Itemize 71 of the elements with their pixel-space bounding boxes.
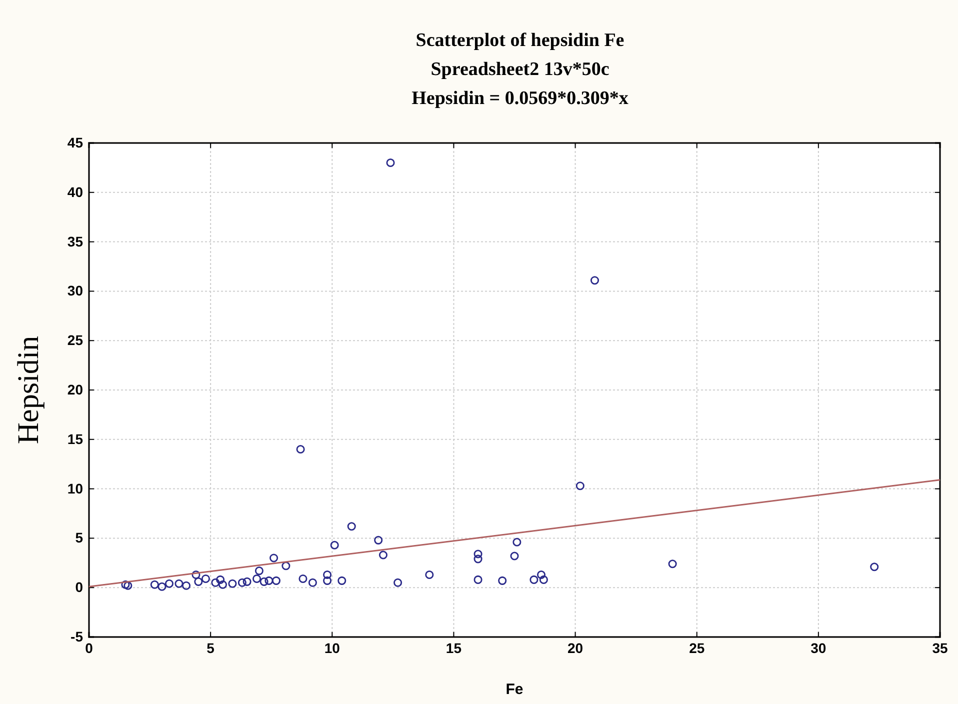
chart-title: Scatterplot of hepsidin Fe Spreadsheet2 13v*50c Hepsidin = 0.0569*0.309*x [412, 30, 629, 109]
point [512, 538, 522, 546]
x-tick-label: 15 [446, 640, 462, 656]
x-tick-label: 0 [85, 640, 94, 656]
y-tick-label: -5 [70, 628, 84, 644]
point [338, 576, 346, 585]
point [242, 577, 252, 586]
y-axis-title: Hepsidin [12, 336, 45, 444]
point [668, 560, 677, 568]
x-tick-label: 30 [810, 640, 826, 656]
point [260, 577, 268, 586]
point [510, 552, 519, 560]
point [254, 566, 264, 576]
point [272, 576, 280, 585]
point [296, 445, 305, 454]
point [211, 578, 220, 587]
point [216, 575, 225, 584]
y-tick-label: 15 [67, 430, 84, 447]
point [238, 578, 246, 587]
x-tick-label: 10 [324, 640, 340, 656]
point [323, 576, 332, 585]
point [590, 276, 600, 285]
point [298, 574, 308, 583]
point [228, 579, 237, 588]
point [308, 578, 317, 587]
point [870, 562, 879, 572]
y-tick-label: 10 [67, 480, 84, 496]
point [121, 580, 130, 589]
point [425, 570, 434, 580]
point [150, 580, 159, 589]
point [282, 562, 290, 570]
y-tick-label: 40 [67, 184, 84, 200]
point [323, 570, 332, 580]
point [201, 574, 210, 583]
point [182, 581, 191, 590]
point [474, 575, 482, 584]
x-tick-label: 35 [932, 640, 948, 656]
point [576, 482, 584, 490]
y-tick-label: 35 [67, 233, 84, 250]
point [536, 570, 546, 580]
x-axis-title: Fe [506, 681, 524, 698]
point [270, 554, 278, 562]
point [158, 582, 166, 591]
point [194, 577, 203, 586]
y-tick-label: 30 [67, 282, 84, 299]
point [474, 550, 482, 558]
point [174, 579, 184, 588]
point [374, 536, 383, 544]
point [124, 581, 132, 590]
point [498, 576, 507, 585]
point [539, 575, 548, 584]
point [386, 158, 395, 168]
point [378, 550, 388, 560]
point [347, 522, 356, 531]
point [530, 575, 538, 584]
point [394, 578, 402, 587]
y-tick-label: 0 [75, 579, 84, 596]
y-tick-label: 20 [67, 381, 84, 398]
x-tick-label: 20 [567, 640, 584, 656]
point [218, 580, 227, 589]
point [252, 574, 262, 583]
y-tick-label: 5 [75, 530, 84, 546]
y-tick-label: 25 [67, 332, 84, 348]
point [474, 554, 482, 564]
x-tick-label: 5 [206, 640, 215, 656]
point [192, 570, 200, 580]
x-tick-label: 25 [689, 640, 705, 656]
point [264, 576, 274, 585]
point [330, 540, 339, 550]
point [164, 579, 174, 588]
y-tick-label: 45 [67, 134, 84, 150]
